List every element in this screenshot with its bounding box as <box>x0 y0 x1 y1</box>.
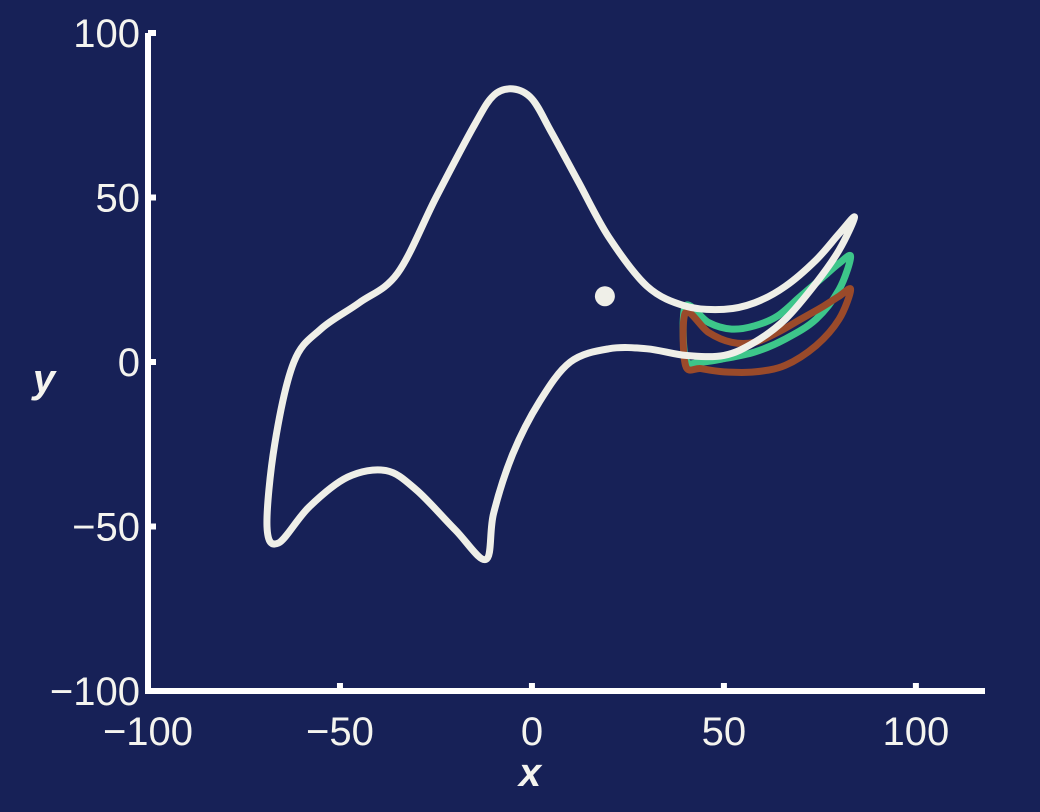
x-tick-label: 100 <box>883 710 950 754</box>
axes-layer: −100 −50 0 50 100 −100 −50 0 50 100 <box>50 12 985 754</box>
y-tick-label: −50 <box>72 506 140 550</box>
y-tick-label: −100 <box>50 670 140 714</box>
x-axis-title: x <box>517 751 543 795</box>
y-tick-label: 100 <box>73 12 140 56</box>
x-tick-label: −50 <box>306 710 374 754</box>
y-tick-label: 0 <box>118 341 140 385</box>
main-trajectory-line <box>263 85 858 563</box>
y-tick-label: 50 <box>96 177 141 221</box>
curves-layer <box>263 85 858 563</box>
fixed-point-marker <box>594 286 615 307</box>
x-tick-label: 0 <box>521 710 543 754</box>
x-tick-label: 50 <box>702 710 747 754</box>
x-tick-label: −100 <box>103 710 193 754</box>
green-trajectory-line <box>679 251 855 368</box>
y-axis-title: y <box>31 357 57 401</box>
